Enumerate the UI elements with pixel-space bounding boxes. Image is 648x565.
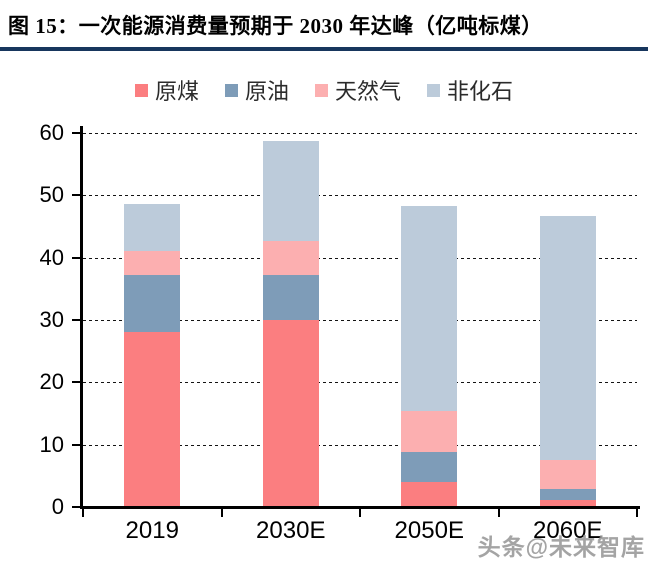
bar-segment: [401, 411, 458, 453]
bar-segment: [262, 240, 319, 275]
legend-label: 天然气: [335, 79, 402, 104]
bar-segment: [539, 459, 596, 489]
legend-item: 原油: [224, 74, 289, 106]
figure-title: 图 15：一次能源消费量预期于 2030 年达峰（亿吨标煤）: [8, 14, 543, 38]
y-axis-tick-label: 60: [39, 120, 64, 145]
gridline: [83, 257, 637, 259]
y-axis-tick-label: 50: [39, 182, 64, 208]
legend-item: 非化石: [427, 74, 513, 106]
legend-swatch: [224, 83, 238, 97]
y-axis-tick-label: 0: [51, 494, 64, 519]
x-axis-tick: [220, 509, 223, 517]
chart-legend: 原煤 原油 天然气 非化石: [0, 74, 648, 106]
gridline: [83, 444, 637, 446]
bar-segment: [262, 141, 319, 241]
y-axis-tick: [72, 256, 80, 259]
x-axis-category-label: 2030E: [256, 517, 326, 544]
title-underline: [0, 47, 648, 51]
bar-segment: [124, 275, 181, 333]
y-axis-tick: [72, 506, 80, 508]
y-axis-tick: [72, 194, 80, 197]
legend-swatch: [315, 83, 328, 97]
legend-label: 非化石: [447, 79, 514, 104]
legend-item: 天然气: [315, 74, 401, 106]
legend-label: 原油: [244, 79, 289, 104]
legend-swatch: [427, 83, 441, 97]
x-axis-tick: [82, 509, 84, 517]
gridline: [83, 133, 637, 134]
bar-segment: [124, 204, 181, 251]
legend-item: 原煤: [134, 74, 199, 106]
x-axis-tick: [497, 509, 500, 517]
plot-area: [83, 133, 637, 507]
bar-segment: [539, 499, 596, 507]
gridline: [83, 195, 637, 197]
x-axis-category-label: 2050E: [394, 517, 464, 544]
y-axis-line: [80, 126, 83, 509]
gridline: [83, 382, 637, 384]
x-axis-category-label: 2019: [125, 517, 179, 544]
y-axis-tick: [72, 132, 80, 134]
x-axis-category-label: 2060E: [533, 517, 603, 544]
bar-segment: [124, 332, 181, 507]
y-axis-tick: [72, 319, 80, 321]
y-axis-tick-label: 40: [39, 244, 64, 270]
bar-segment: [124, 250, 181, 276]
x-axis-tick: [636, 509, 638, 517]
x-axis-tick: [359, 509, 361, 517]
bar-segment: [401, 482, 458, 507]
bar-segment: [539, 488, 596, 500]
bar-segment: [401, 452, 458, 483]
legend-swatch: [134, 83, 148, 97]
y-axis-tick: [72, 443, 80, 446]
legend-label: 原煤: [154, 79, 199, 104]
y-axis-tick-label: 30: [39, 307, 64, 332]
gridline: [83, 320, 637, 321]
x-axis-line: [80, 506, 640, 509]
y-axis-tick-label: 10: [39, 431, 64, 457]
bar-segment: [262, 320, 319, 507]
bar-segment: [262, 274, 319, 320]
watermark: 头条@未来智库: [477, 534, 645, 560]
bar-segment: [401, 205, 458, 412]
bar-segment: [539, 215, 596, 460]
y-axis-tick: [72, 381, 80, 384]
y-axis-tick-label: 20: [39, 369, 64, 395]
